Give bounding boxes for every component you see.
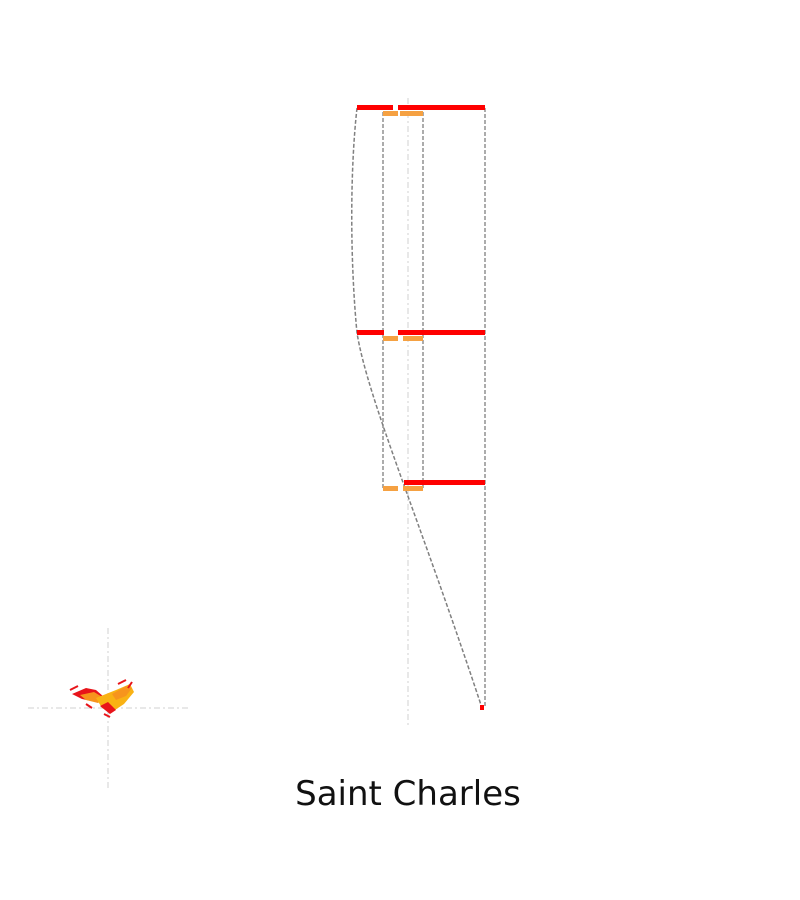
top-left-red-bar [357,105,393,110]
top-right-orange-bar [400,111,423,116]
lower-red-bar [404,480,485,485]
middle-right-orange-bar [403,336,423,341]
flame-logo-icon [69,679,134,718]
top-left-orange-bar [383,111,398,116]
middle-left-red-bar [357,330,384,335]
lower-left-orange-bar [383,486,398,491]
end-point-marker [480,705,484,710]
middle-right-red-bar [398,330,485,335]
top-right-red-bar [398,105,485,110]
middle-left-orange-bar [383,336,398,341]
diagram-caption: Saint Charles [295,774,521,814]
curved-guide-path [351,107,483,709]
lower-right-orange-bar [403,486,423,491]
